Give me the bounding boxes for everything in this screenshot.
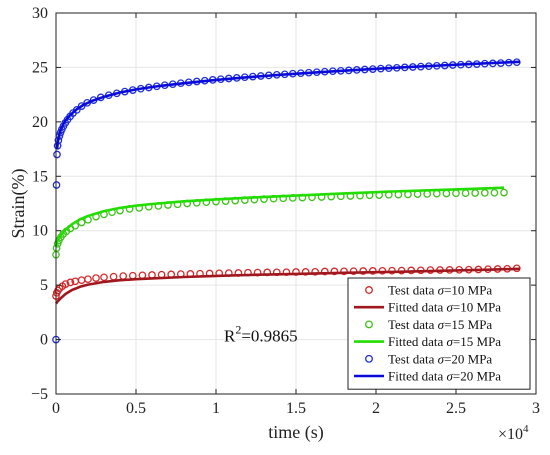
- y-tick-label: 25: [32, 59, 48, 76]
- y-tick-label: 0: [40, 332, 48, 349]
- data-point: [92, 274, 100, 282]
- fitted-line: [54, 186, 505, 247]
- legend-label: Fitted data σ=10 MPa: [388, 300, 501, 315]
- x-tick-label: 0.5: [126, 400, 146, 417]
- x-tick-label: 0: [52, 400, 60, 417]
- legend-marker-swatch: [365, 320, 373, 329]
- data-point: [442, 189, 451, 198]
- data-point: [311, 267, 320, 276]
- y-axis-label: Strain(%): [8, 169, 29, 239]
- legend-label-symbol: σ: [438, 317, 445, 332]
- data-point: [72, 106, 81, 114]
- data-point: [359, 267, 368, 275]
- data-point: [461, 189, 470, 198]
- legend-label-suffix: =10 MPa: [453, 300, 501, 315]
- legend-label-prefix: Test data: [388, 283, 438, 298]
- legend-label: Test data σ=10 MPa: [388, 283, 492, 298]
- y-tick-label: −5: [31, 386, 48, 403]
- x-tick-label: 1: [212, 400, 220, 417]
- legend-entry: Fitted data σ=10 MPa: [354, 300, 501, 315]
- grid-lines: [55, 12, 537, 395]
- x-tick-label: 2: [372, 400, 380, 417]
- legend-entry: Test data σ=10 MPa: [365, 283, 492, 298]
- series-3: [52, 188, 508, 259]
- legend-label-symbol: σ: [438, 283, 445, 298]
- data-point: [128, 271, 137, 280]
- legend-label: Test data σ=15 MPa: [388, 317, 492, 332]
- fitted-line: [54, 267, 521, 305]
- data-point: [109, 272, 118, 281]
- data-point: [77, 102, 86, 110]
- x-tick-label: 3: [532, 400, 540, 417]
- series-layer: [52, 58, 521, 344]
- x-axis-label: time (s): [268, 422, 324, 443]
- data-point: [66, 278, 75, 287]
- data-point: [100, 273, 108, 282]
- data-point: [320, 267, 329, 276]
- data-point: [119, 272, 128, 280]
- series-2: [54, 267, 521, 305]
- data-point: [471, 189, 480, 197]
- data-point: [490, 188, 499, 197]
- data-point: [84, 275, 92, 284]
- data-point: [61, 280, 70, 288]
- data-point: [330, 267, 339, 276]
- legend-label: Fitted data σ=15 MPa: [388, 334, 501, 349]
- data-point: [77, 276, 86, 285]
- legend-label-suffix: =15 MPa: [453, 334, 501, 349]
- legend-label-prefix: Fitted data: [388, 334, 447, 349]
- data-point: [53, 150, 61, 159]
- legend-label: Fitted data σ=20 MPa: [388, 369, 501, 384]
- data-point: [301, 268, 310, 276]
- legend-label-suffix: =20 MPa: [444, 351, 492, 366]
- legend-label-prefix: Test data: [388, 317, 438, 332]
- r-squared-value: =0.9865: [241, 327, 297, 346]
- legend-box: [347, 277, 531, 390]
- data-point: [349, 267, 358, 276]
- legend-label-prefix: Test data: [388, 351, 438, 366]
- y-tick-label: 30: [32, 5, 48, 22]
- data-point: [500, 188, 508, 197]
- x-axis-multiplier: ×104: [498, 423, 529, 443]
- r-squared-symbol: R: [224, 327, 236, 346]
- data-point: [480, 189, 489, 197]
- legend-label-suffix: =10 MPa: [444, 283, 492, 298]
- legend-label-symbol: σ: [447, 300, 454, 315]
- x-multiplier-base: ×10: [498, 426, 523, 443]
- fitted-line: [55, 60, 521, 150]
- data-point: [432, 189, 441, 198]
- y-tick-label: 20: [32, 114, 48, 131]
- legend-label-prefix: Fitted data: [388, 300, 447, 315]
- r-squared-exponent: 2: [235, 323, 241, 337]
- series-4: [54, 186, 505, 247]
- x-multiplier-exponent: 4: [523, 423, 529, 435]
- legend-entry: Test data σ=20 MPa: [365, 351, 492, 366]
- legend-entry: Test data σ=15 MPa: [365, 317, 492, 332]
- r-squared-annotation: R2=0.9865: [224, 323, 298, 346]
- legend-label: Test data σ=20 MPa: [388, 351, 492, 366]
- legend-label-symbol: σ: [447, 334, 454, 349]
- series-6: [55, 60, 521, 150]
- legend-label-suffix: =20 MPa: [453, 369, 501, 384]
- legend-entry: Fitted data σ=15 MPa: [354, 334, 501, 349]
- legend-label-symbol: σ: [438, 351, 445, 366]
- legend-label-suffix: =15 MPa: [444, 317, 492, 332]
- data-point: [340, 267, 348, 276]
- y-tick-label: 5: [40, 277, 48, 294]
- legend-entry: Fitted data σ=20 MPa: [354, 369, 501, 384]
- x-tick-label: 2.5: [446, 400, 466, 417]
- legend-marker-swatch: [365, 286, 373, 294]
- y-tick-label: 10: [32, 223, 48, 240]
- legend-marker-swatch: [365, 354, 373, 363]
- y-tick-label: 15: [32, 168, 48, 185]
- legend-label-prefix: Fitted data: [388, 369, 447, 384]
- x-tick-label: 1.5: [286, 400, 306, 417]
- legend-label-symbol: σ: [447, 369, 454, 384]
